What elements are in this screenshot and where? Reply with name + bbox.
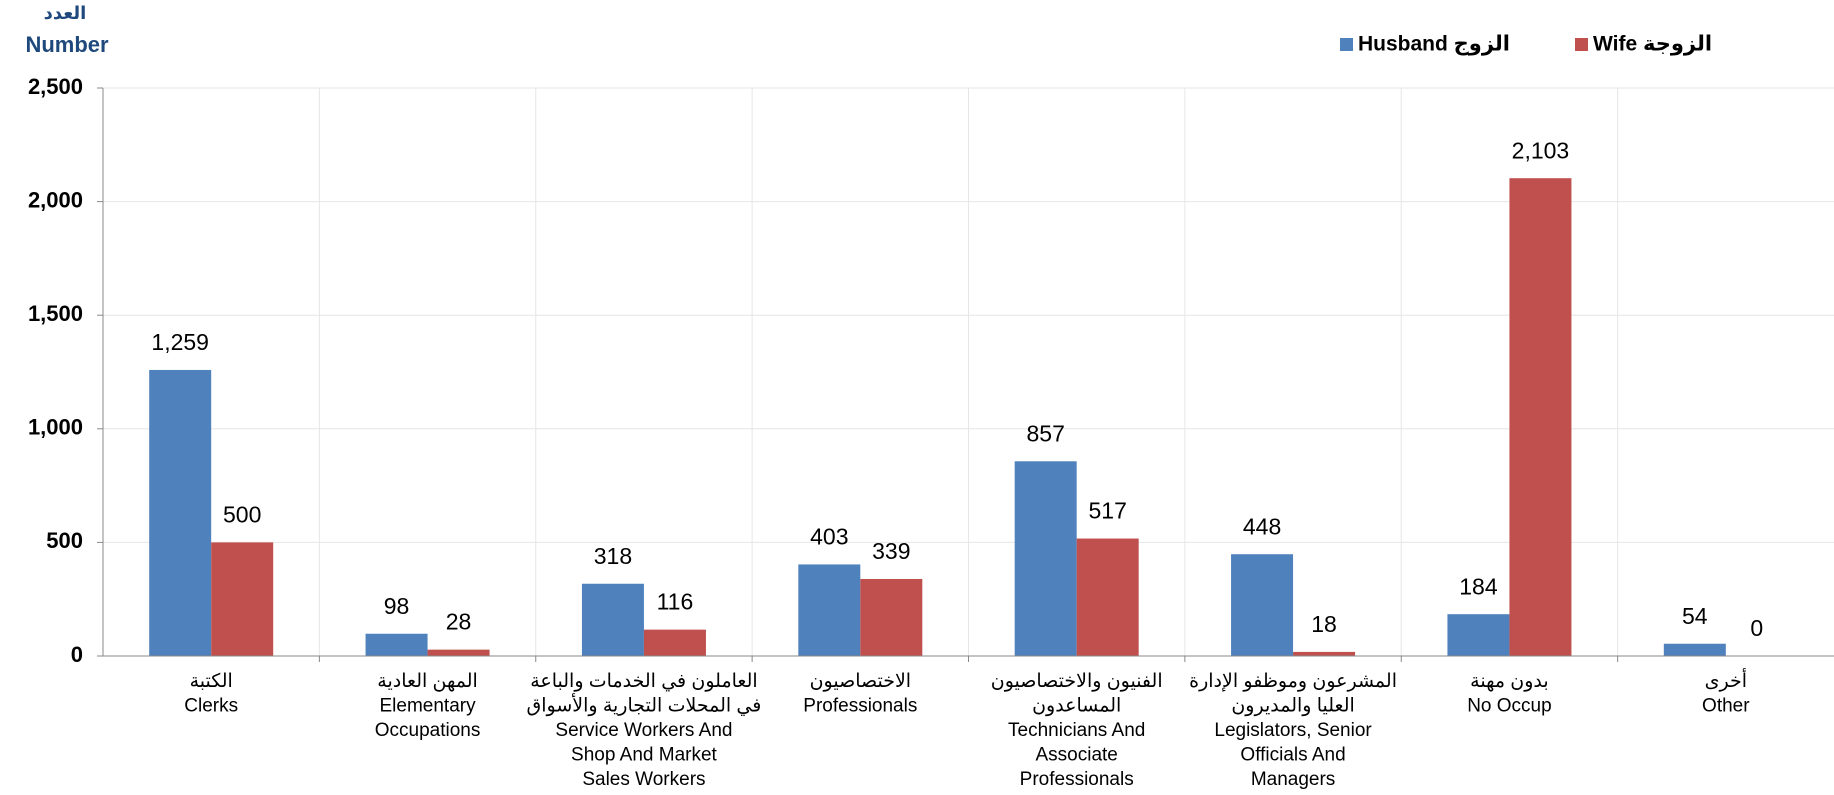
data-label: 500 [223, 501, 261, 527]
data-label: 54 [1682, 603, 1708, 629]
x-tick-label: Elementary [380, 696, 477, 717]
data-label: 0 [1750, 615, 1763, 641]
x-tick-label: Technicians And [1008, 720, 1145, 741]
data-label: 1,259 [151, 329, 209, 355]
x-tick-label: Associate [1036, 745, 1118, 766]
x-tick-label: الكتبة [190, 671, 233, 692]
legend-swatch [1340, 38, 1353, 51]
data-label: 517 [1089, 498, 1127, 524]
data-label: 857 [1027, 420, 1065, 446]
bar [427, 649, 490, 656]
x-tick-label: Officials And [1240, 745, 1345, 766]
legend-swatch [1575, 38, 1588, 51]
bar [643, 629, 706, 656]
bar [860, 578, 923, 656]
data-label: 28 [446, 609, 472, 635]
y-axis-label: العدد [44, 3, 87, 23]
x-tick-label: المهن العادية [377, 671, 478, 692]
bar [798, 564, 861, 656]
y-axis-label: Number [25, 32, 109, 57]
y-tick-label: 2,000 [28, 187, 83, 212]
data-label: 116 [657, 589, 694, 615]
x-tick-label: Occupations [375, 720, 481, 741]
x-tick-label: Professionals [803, 696, 917, 717]
data-label: 448 [1243, 513, 1281, 539]
x-tick-label: بدون مهنة [1470, 671, 1549, 692]
data-label: 339 [872, 538, 910, 564]
x-tick-label: في المحلات التجارية والأسواق [527, 694, 762, 717]
data-label: 184 [1459, 573, 1498, 599]
bar [365, 633, 428, 656]
data-label: 318 [594, 543, 632, 569]
x-tick-label: الاختصاصيون [810, 671, 912, 692]
bar [149, 369, 212, 656]
y-tick-label: 500 [46, 528, 83, 553]
bar [1076, 538, 1139, 656]
x-tick-label: المشرعون وموظفو الإدارة [1189, 671, 1397, 692]
x-tick-label: Shop And Market [571, 745, 717, 766]
x-tick-label: Professionals [1020, 769, 1134, 790]
data-label: 403 [810, 524, 848, 550]
x-tick-label: العاملون في الخدمات والباعة [530, 671, 757, 692]
x-tick-label: Managers [1251, 769, 1336, 790]
bar [1447, 614, 1510, 656]
x-tick-label: الفنيون والاختصاصيون [991, 671, 1163, 692]
legend-label: Husband الزوج [1358, 33, 1510, 57]
y-tick-label: 1,000 [28, 415, 83, 440]
x-tick-label: No Occup [1467, 696, 1551, 717]
bar [1014, 461, 1077, 656]
y-tick-label: 2,500 [28, 74, 83, 99]
x-tick-label: أخرى [1705, 668, 1747, 692]
x-tick-label: Legislators, Senior [1214, 720, 1372, 741]
data-label: 18 [1311, 611, 1337, 637]
legend-label: Wife الزوجة [1593, 33, 1712, 56]
x-tick-label: Service Workers And [555, 720, 732, 741]
bar [1663, 643, 1726, 656]
x-tick-label: Sales Workers [582, 769, 705, 790]
x-tick-label: Other [1702, 696, 1750, 717]
bar [211, 542, 274, 656]
y-tick-label: 1,500 [28, 301, 83, 326]
bar [581, 583, 644, 656]
bar [1293, 651, 1356, 656]
y-tick-label: 0 [71, 642, 83, 667]
x-tick-label: Clerks [184, 696, 238, 717]
data-label: 2,103 [1512, 137, 1570, 163]
x-tick-label: المساعدون [1032, 696, 1121, 717]
x-tick-label: العليا والمديرون [1231, 696, 1354, 717]
bar [1509, 178, 1572, 656]
data-label: 98 [384, 593, 410, 619]
bar [1231, 554, 1294, 656]
